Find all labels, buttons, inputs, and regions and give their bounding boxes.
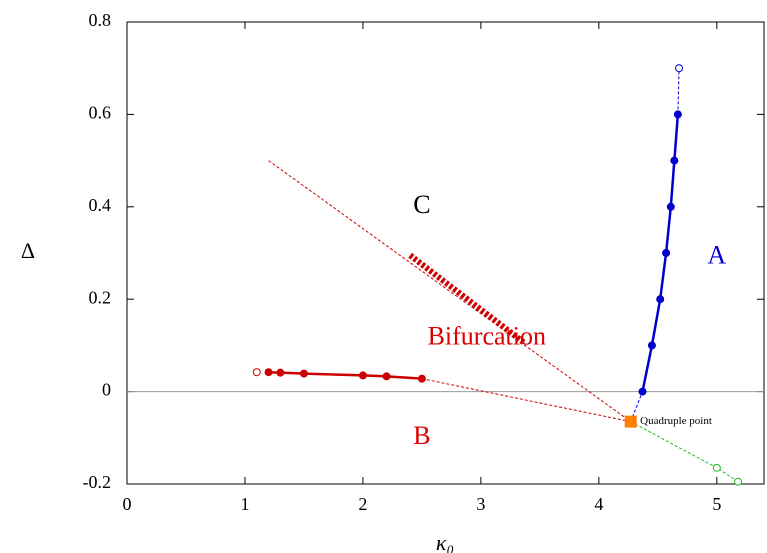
- x-tick-label: 4: [594, 494, 603, 514]
- annotation: Bifurcation: [428, 321, 546, 350]
- annotation: B: [413, 421, 430, 450]
- y-axis-label: Δ: [21, 238, 35, 263]
- x-tick-label: 0: [123, 494, 132, 514]
- point: [264, 368, 273, 377]
- point: [670, 156, 679, 165]
- annotation: A: [707, 241, 726, 270]
- point: [299, 369, 308, 378]
- point: [358, 371, 367, 380]
- y-tick-label: 0.6: [89, 103, 112, 123]
- x-tick-label: 1: [240, 494, 249, 514]
- y-tick-label: -0.2: [83, 472, 112, 492]
- point: [624, 415, 637, 428]
- x-axis-label: κ₀: [436, 530, 454, 553]
- series-line: [268, 160, 631, 423]
- x-tick-label: 3: [476, 494, 485, 514]
- y-tick-label: 0.4: [89, 195, 112, 215]
- y-tick-label: 0.2: [89, 287, 112, 307]
- y-tick-label: 0: [102, 380, 111, 400]
- point: [675, 64, 684, 73]
- x-tick-label: 2: [358, 494, 367, 514]
- point: [734, 477, 743, 486]
- annotation: C: [413, 190, 430, 219]
- series-line: [408, 252, 527, 346]
- point: [276, 368, 285, 377]
- point: [712, 463, 721, 472]
- series-line: [641, 114, 680, 392]
- point: [656, 295, 665, 304]
- plot-frame: [126, 21, 765, 485]
- annotation: Quadruple point: [640, 415, 712, 427]
- series-line: [268, 370, 422, 380]
- x-tick-label: 5: [712, 494, 721, 514]
- series-line: [421, 378, 631, 423]
- point: [647, 341, 656, 350]
- series-line: [630, 421, 739, 483]
- y-tick-label: 0.8: [89, 10, 112, 30]
- point: [382, 372, 391, 381]
- point: [252, 368, 261, 377]
- series-line: [677, 68, 680, 115]
- point: [666, 202, 675, 211]
- point: [662, 249, 671, 257]
